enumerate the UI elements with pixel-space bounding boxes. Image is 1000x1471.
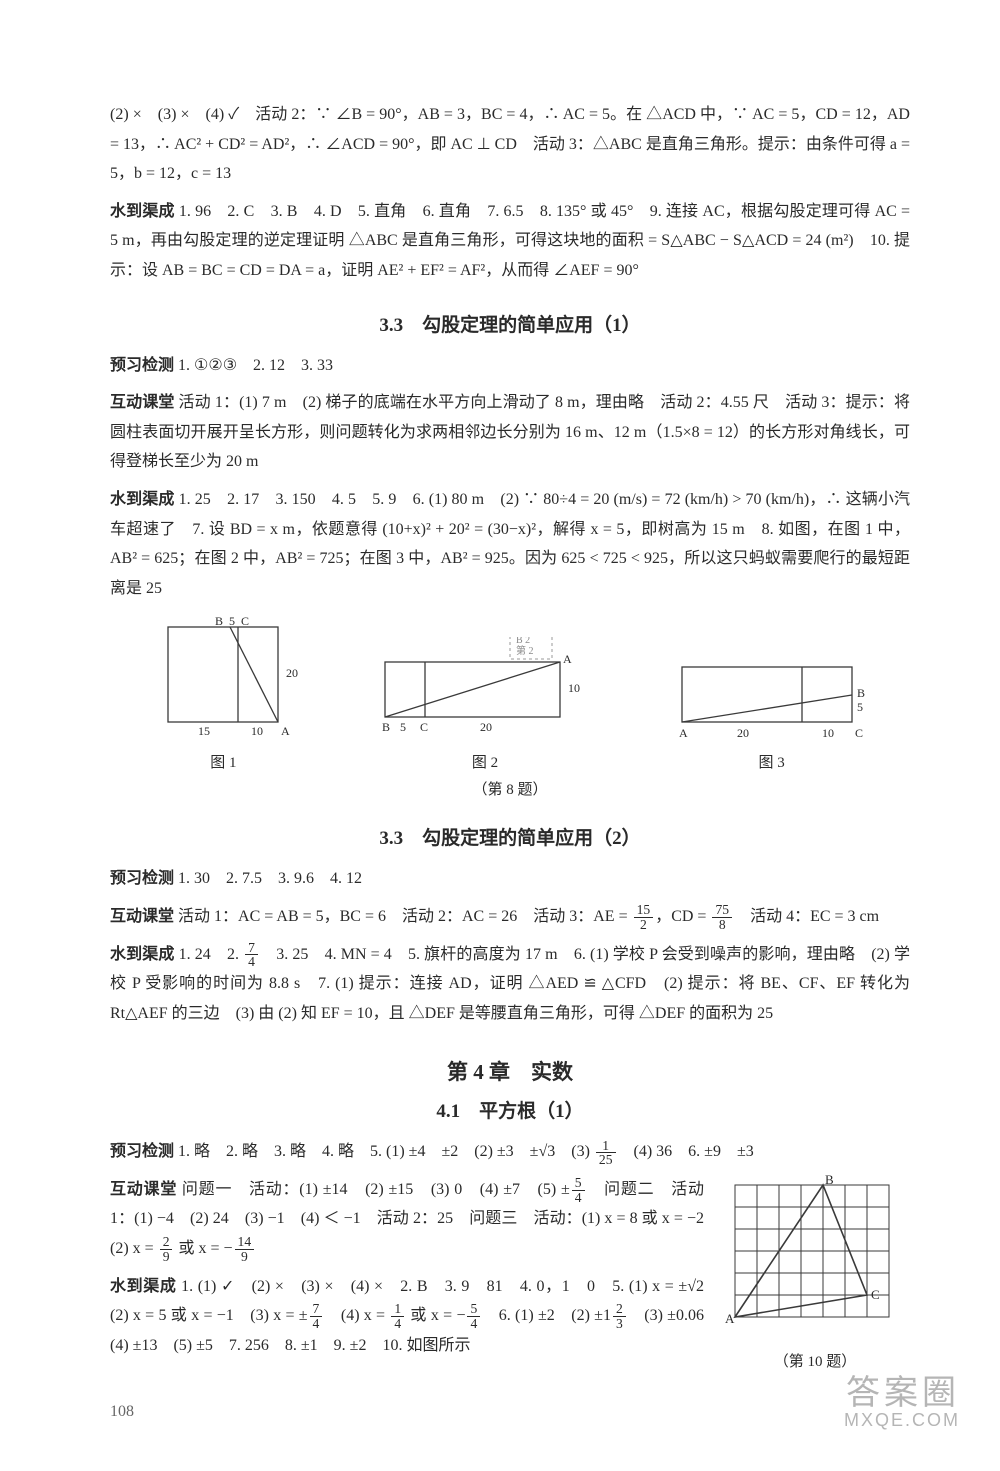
svg-text:B: B: [215, 617, 223, 628]
sec33-1-shuidao-text: 1. 25 2. 17 3. 150 4. 5 5. 9 6. (1) 80 m…: [110, 491, 910, 597]
ch4-hudong-text: 问题一 活动：(1) ±14 (2) ±15 (3) 0 (4) ±7 (5) …: [110, 1181, 720, 1257]
svg-text:A: A: [725, 1311, 735, 1326]
section-title-33-2: 3.3 勾股定理的简单应用（2）: [110, 823, 910, 850]
label-hudong: 互动课堂: [110, 908, 174, 925]
q10-figure: A B C （第 10 题）: [720, 1175, 910, 1371]
svg-text:5: 5: [229, 617, 235, 628]
svg-text:10: 10: [568, 681, 580, 695]
sec33-2-yuxi: 预习检测 1. 30 2. 7.5 3. 9.6 4. 12: [110, 864, 910, 894]
chapter4-title: 第 4 章 实数: [110, 1056, 910, 1086]
svg-text:C: C: [241, 617, 249, 628]
fig1-svg: B 5 C 20 15 10 A: [143, 617, 303, 747]
svg-text:20: 20: [480, 720, 492, 734]
ch4-shuidao-text: 1. (1) ✓ (2) × (3) × (4) × 2. B 3. 9 81 …: [110, 1278, 720, 1354]
label-hudong: 互动课堂: [110, 394, 174, 411]
fig2-svg: A 10 B 5 C 20 B 2 第 2: [370, 637, 600, 747]
section-title-41: 4.1 平方根（1）: [110, 1096, 910, 1123]
sec33-2-yuxi-text: 1. 30 2. 7.5 3. 9.6 4. 12: [178, 870, 362, 887]
q10-caption: （第 10 题）: [720, 1350, 910, 1371]
svg-text:C: C: [871, 1287, 880, 1302]
sec33-1-hudong: 互动课堂 活动 1：(1) 7 m (2) 梯子的底端在水平方向上滑动了 8 m…: [110, 388, 910, 477]
svg-text:5: 5: [857, 700, 863, 714]
watermark-line2: MXQE.COM: [844, 1410, 960, 1431]
sec33-2-shuidao: 水到渠成 1. 24 2. 74 3. 25 4. MN = 4 5. 旗杆的高…: [110, 940, 910, 1029]
q8-diagrams: B 5 C 20 15 10 A 图 1 A 10 B 5 C 20: [110, 617, 910, 772]
svg-text:C: C: [855, 726, 863, 740]
ch4-hudong: 互动课堂 问题一 活动：(1) ±14 (2) ±15 (3) 0 (4) ±7…: [110, 1175, 704, 1264]
fig3-label: 图 3: [667, 751, 877, 772]
fig2-label: 图 2: [370, 751, 600, 772]
fig3-svg: B 5 A 20 10 C: [667, 647, 877, 747]
sec33-2-shuidao-text: 1. 24 2. 74 3. 25 4. MN = 4 5. 旗杆的高度为 17…: [110, 946, 910, 1022]
svg-text:C: C: [420, 720, 428, 734]
label-yuxi: 预习检测: [110, 357, 174, 374]
sec33-1-yuxi-text: 1. ①②③ 2. 12 3. 33: [178, 357, 333, 374]
q8-fig2: A 10 B 5 C 20 B 2 第 2 图 2: [370, 637, 600, 772]
svg-text:第 2: 第 2: [516, 644, 534, 657]
q8-fig1: B 5 C 20 15 10 A 图 1: [143, 617, 303, 772]
q8-caption: （第 8 题）: [110, 778, 910, 799]
svg-text:10: 10: [822, 726, 834, 740]
q10-svg: A B C: [725, 1175, 905, 1345]
site-watermark: 答案圈 MXQE.COM: [844, 1365, 960, 1431]
q8-fig3: B 5 A 20 10 C 图 3: [667, 647, 877, 772]
ch4-yuxi: 预习检测 1. 略 2. 略 3. 略 4. 略 5. (1) ±4 ±2 (2…: [110, 1137, 910, 1167]
fig1-label: 图 1: [143, 751, 303, 772]
svg-text:B 2: B 2: [516, 637, 530, 646]
svg-text:15: 15: [198, 724, 210, 738]
label-shuidao: 水到渠成: [110, 946, 175, 963]
sec33-1-hudong-text: 活动 1：(1) 7 m (2) 梯子的底端在水平方向上滑动了 8 m，理由略 …: [110, 394, 910, 470]
watermark-line1: 答案圈: [844, 1365, 960, 1414]
page-number: 108: [110, 1403, 134, 1421]
page: (2) × (3) × (4) ✓ 活动 2：∵ ∠B = 90°，AB = 3…: [0, 0, 1000, 1471]
svg-text:A: A: [679, 726, 688, 740]
label-shuidao: 水到渠成: [110, 1278, 176, 1295]
svg-text:B: B: [382, 720, 390, 734]
sec33-2-hudong-text: 活动 1：AC = AB = 5，BC = 6 活动 2：AC = 26 活动 …: [178, 908, 879, 925]
sec33-1-yuxi: 预习检测 1. ①②③ 2. 12 3. 33: [110, 351, 910, 381]
top-shuidao: 水到渠成 1. 96 2. C 3. B 4. D 5. 直角 6. 直角 7.…: [110, 197, 910, 286]
svg-text:5: 5: [400, 720, 406, 734]
section-title-33-1: 3.3 勾股定理的简单应用（1）: [110, 310, 910, 337]
label-shuidao: 水到渠成: [110, 203, 175, 220]
top-shuidao-text: 1. 96 2. C 3. B 4. D 5. 直角 6. 直角 7. 6.5 …: [110, 203, 910, 279]
svg-text:A: A: [563, 652, 572, 666]
sec33-2-hudong: 互动课堂 活动 1：AC = AB = 5，BC = 6 活动 2：AC = 2…: [110, 902, 910, 932]
label-yuxi: 预习检测: [110, 1143, 174, 1160]
ch4-shuidao: 水到渠成 1. (1) ✓ (2) × (3) × (4) × 2. B 3. …: [110, 1272, 704, 1361]
svg-text:10: 10: [251, 724, 263, 738]
svg-text:20: 20: [286, 666, 298, 680]
label-hudong: 互动课堂: [110, 1181, 177, 1198]
label-yuxi: 预习检测: [110, 870, 174, 887]
top-continuation: (2) × (3) × (4) ✓ 活动 2：∵ ∠B = 90°，AB = 3…: [110, 100, 910, 189]
ch4-body-with-fig: 互动课堂 问题一 活动：(1) ±14 (2) ±15 (3) 0 (4) ±7…: [110, 1175, 910, 1371]
label-shuidao: 水到渠成: [110, 491, 175, 508]
svg-text:B: B: [825, 1175, 834, 1187]
svg-text:B: B: [857, 686, 865, 700]
svg-text:A: A: [281, 724, 290, 738]
sec33-1-shuidao: 水到渠成 1. 25 2. 17 3. 150 4. 5 5. 9 6. (1)…: [110, 485, 910, 603]
svg-text:20: 20: [737, 726, 749, 740]
ch4-yuxi-text: 1. 略 2. 略 3. 略 4. 略 5. (1) ±4 ±2 (2) ±3 …: [178, 1143, 754, 1160]
